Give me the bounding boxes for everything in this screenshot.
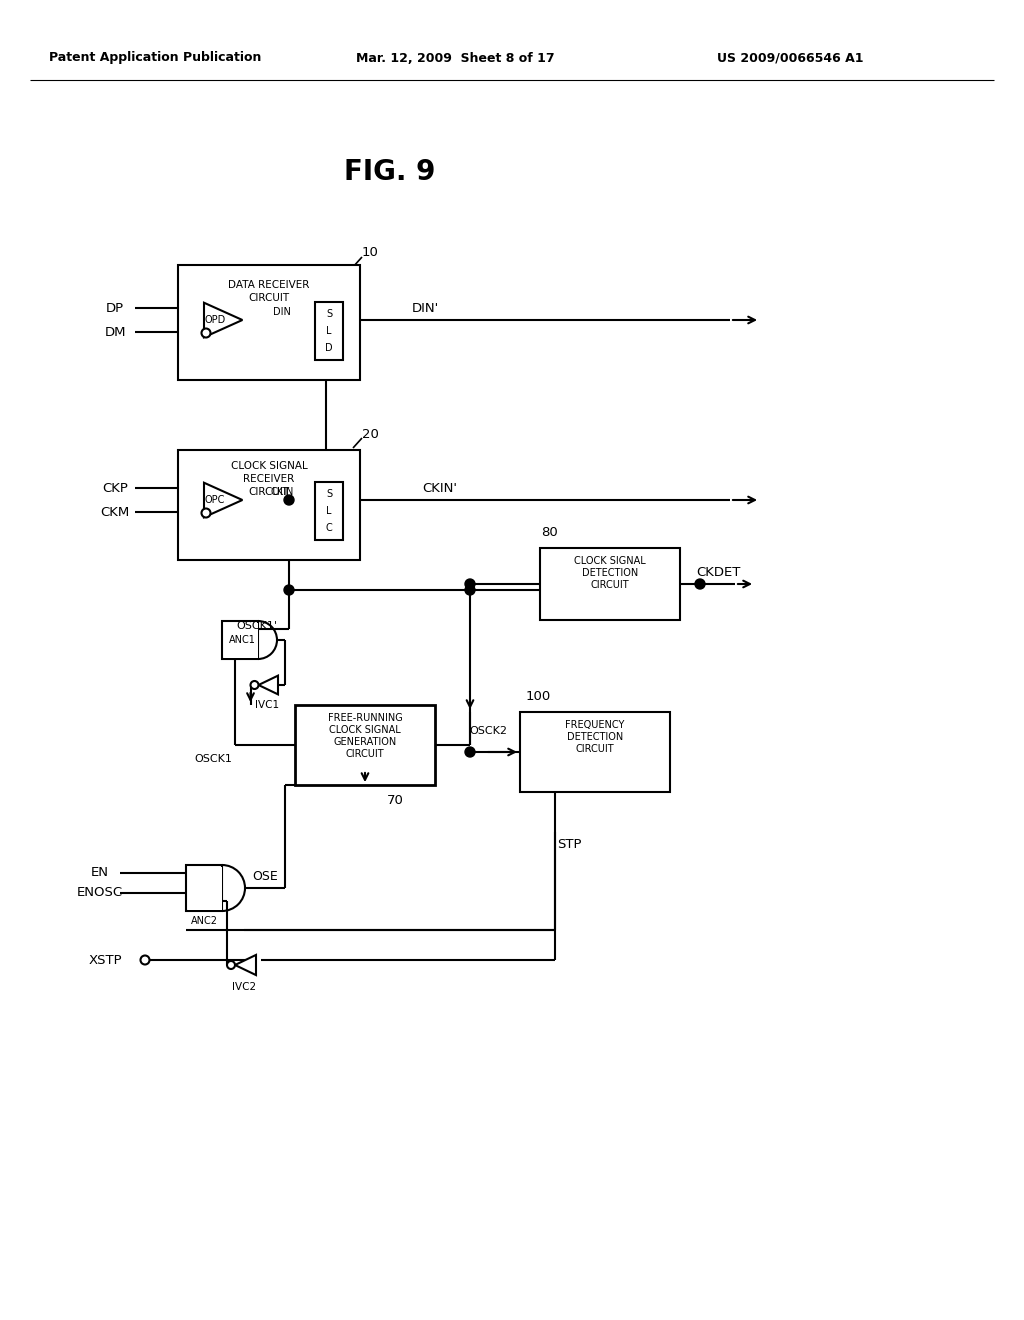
Text: OSCK2: OSCK2: [469, 726, 507, 737]
Text: 70: 70: [387, 795, 403, 808]
Circle shape: [695, 579, 705, 589]
Text: ANC1: ANC1: [228, 635, 255, 645]
Text: FIG. 9: FIG. 9: [344, 158, 435, 186]
Circle shape: [284, 585, 294, 595]
Circle shape: [284, 495, 294, 506]
Text: DM: DM: [104, 326, 126, 338]
Text: OSE: OSE: [252, 870, 278, 883]
Text: S: S: [326, 309, 332, 319]
Text: OPD: OPD: [205, 315, 225, 325]
Text: 20: 20: [361, 428, 379, 441]
Polygon shape: [204, 483, 243, 517]
Text: DETECTION: DETECTION: [582, 568, 638, 578]
Text: D: D: [326, 343, 333, 352]
Circle shape: [140, 956, 150, 965]
Circle shape: [202, 508, 211, 517]
Text: IVC1: IVC1: [255, 700, 280, 710]
Bar: [178, 265, 360, 380]
Text: STP: STP: [557, 837, 582, 850]
Circle shape: [465, 747, 475, 756]
Text: CIRCUIT: CIRCUIT: [249, 293, 290, 304]
Text: CLOCK SIGNAL: CLOCK SIGNAL: [574, 556, 646, 566]
Polygon shape: [234, 954, 256, 975]
Text: CKIN': CKIN': [423, 482, 458, 495]
Text: EN: EN: [91, 866, 109, 879]
Text: 80: 80: [542, 527, 558, 540]
Bar: [186, 865, 222, 911]
Text: DATA RECEIVER: DATA RECEIVER: [228, 280, 309, 290]
Text: CIRCUIT: CIRCUIT: [346, 748, 384, 759]
Bar: [187, 866, 222, 909]
Text: US 2009/0066546 A1: US 2009/0066546 A1: [717, 51, 863, 65]
Text: 10: 10: [361, 246, 379, 259]
Bar: [540, 548, 680, 620]
Text: L: L: [327, 326, 332, 337]
Text: CKP: CKP: [102, 482, 128, 495]
Text: CIRCUIT: CIRCUIT: [249, 487, 290, 498]
Bar: [295, 705, 435, 785]
Text: ENOSC: ENOSC: [77, 887, 123, 899]
Text: GENERATION: GENERATION: [334, 737, 396, 747]
Text: DIN: DIN: [273, 308, 291, 317]
Text: CKIN: CKIN: [270, 487, 294, 498]
Text: OSCK1: OSCK1: [195, 754, 232, 764]
Text: IVC2: IVC2: [232, 982, 256, 993]
Bar: [178, 450, 360, 560]
Text: FREE-RUNNING: FREE-RUNNING: [328, 713, 402, 723]
Bar: [315, 482, 343, 540]
Text: OSCK1': OSCK1': [236, 620, 278, 631]
Text: DP: DP: [105, 301, 124, 314]
Text: C: C: [326, 523, 333, 533]
Text: DETECTION: DETECTION: [567, 733, 624, 742]
Polygon shape: [204, 302, 243, 338]
Text: Patent Application Publication: Patent Application Publication: [49, 51, 261, 65]
Text: S: S: [326, 488, 332, 499]
Polygon shape: [258, 676, 278, 694]
Bar: [222, 620, 258, 659]
Circle shape: [202, 329, 211, 338]
Circle shape: [465, 585, 475, 595]
Text: 100: 100: [525, 690, 551, 704]
Text: RECEIVER: RECEIVER: [244, 474, 295, 484]
Bar: [520, 711, 670, 792]
Circle shape: [251, 681, 258, 689]
Text: CKM: CKM: [100, 506, 130, 519]
Text: CIRCUIT: CIRCUIT: [591, 579, 630, 590]
Bar: [315, 302, 343, 360]
Text: L: L: [327, 506, 332, 516]
Text: OPC: OPC: [205, 495, 225, 506]
Text: DIN': DIN': [412, 301, 438, 314]
Text: FREQUENCY: FREQUENCY: [565, 719, 625, 730]
Circle shape: [227, 961, 234, 969]
Bar: [223, 623, 258, 657]
Text: CLOCK SIGNAL: CLOCK SIGNAL: [329, 725, 400, 735]
Circle shape: [465, 579, 475, 589]
Text: Mar. 12, 2009  Sheet 8 of 17: Mar. 12, 2009 Sheet 8 of 17: [355, 51, 554, 65]
Text: CKDET: CKDET: [696, 565, 740, 578]
Text: CLOCK SIGNAL: CLOCK SIGNAL: [230, 461, 307, 471]
Text: ANC2: ANC2: [190, 916, 217, 927]
Text: CIRCUIT: CIRCUIT: [575, 744, 614, 754]
Text: XSTP: XSTP: [88, 953, 122, 966]
